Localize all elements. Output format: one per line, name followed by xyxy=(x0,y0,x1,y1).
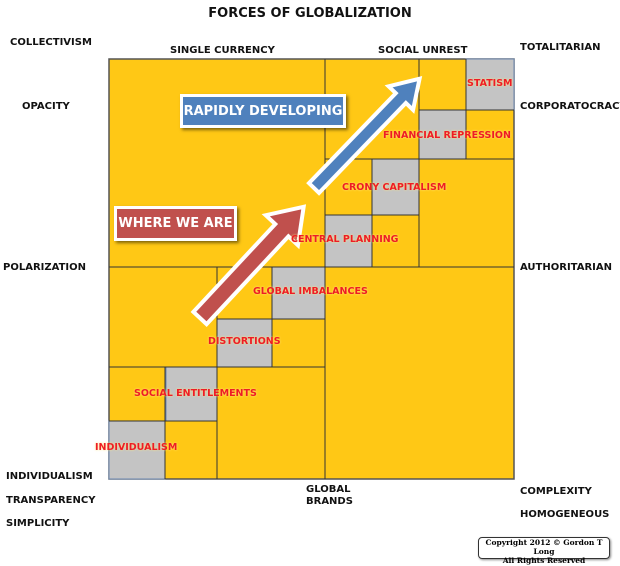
label-totalitarian: TOTALITARIAN xyxy=(520,42,601,53)
grid-lines xyxy=(109,59,514,479)
rapidly-developing-callout: RAPIDLY DEVELOPING xyxy=(180,94,346,128)
label-corporatocracy: CORPORATOCRACY xyxy=(520,101,620,112)
cell-individualism xyxy=(108,420,166,480)
cell-statism xyxy=(465,58,515,111)
label-simplicity: SIMPLICITY xyxy=(6,518,70,529)
copyright-line2: All Rights Reserved xyxy=(502,556,586,565)
stage-label: CRONY CAPITALISM xyxy=(342,182,447,193)
label-global: GLOBAL xyxy=(306,484,351,495)
where-we-are-callout: WHERE WE ARE xyxy=(114,206,237,241)
label-authoritarian: AUTHORITARIAN xyxy=(520,262,612,273)
label-transparency: TRANSPARENCY xyxy=(6,495,96,506)
label-single-currency: SINGLE CURRENCY xyxy=(170,45,275,56)
copyright-line1: Copyright 2012 © Gordon T Long xyxy=(485,538,603,556)
label-individualism: INDIVIDUALISM xyxy=(6,471,93,482)
cell-financial-repression xyxy=(418,109,467,160)
label-complexity: COMPLEXITY xyxy=(520,486,592,497)
label-opacity: OPACITY xyxy=(22,101,70,112)
label-brands: BRANDS xyxy=(306,496,353,507)
label-social-unrest: SOCIAL UNREST xyxy=(378,45,468,56)
stage-label: SOCIAL ENTITLEMENTS xyxy=(134,388,257,399)
blue-arrow xyxy=(306,75,423,196)
cell-crony-capitalism xyxy=(371,158,420,216)
label-homogeneous: HOMOGENEOUS xyxy=(520,509,610,520)
diagram-title: FORCES OF GLOBALIZATION xyxy=(208,6,412,21)
stage-label: DISTORTIONS xyxy=(208,336,281,347)
label-collectivism: COLLECTIVISM xyxy=(10,37,92,48)
stage-label: FINANCIAL REPRESSION xyxy=(383,130,511,141)
stage-label: GLOBAL IMBALANCES xyxy=(253,286,368,297)
red-arrow xyxy=(190,204,307,327)
stage-label: INDIVIDUALISM xyxy=(95,442,178,453)
cell-central-planning xyxy=(324,214,373,268)
copyright-box: Copyright 2012 © Gordon T Long All Right… xyxy=(478,537,610,565)
stage-label: CENTRAL PLANNING xyxy=(291,234,399,245)
stage-label: STATISM xyxy=(467,78,513,89)
label-polarization: POLARIZATION xyxy=(3,262,86,273)
